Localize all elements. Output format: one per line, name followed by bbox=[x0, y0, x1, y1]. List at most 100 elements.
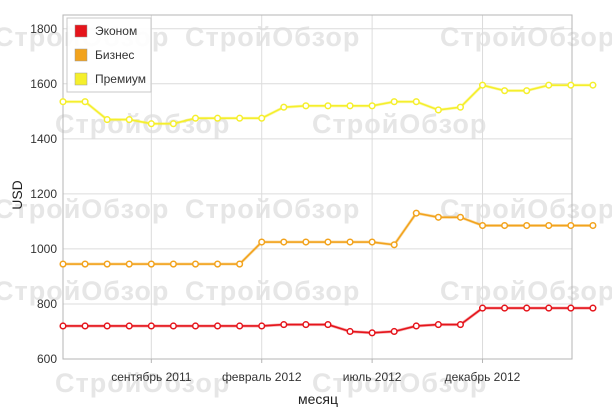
data-point bbox=[103, 322, 111, 330]
y-axis-title: USD bbox=[9, 180, 25, 210]
data-point bbox=[478, 221, 487, 230]
data-point bbox=[324, 102, 332, 110]
data-point bbox=[302, 321, 310, 329]
series-Премиум bbox=[59, 81, 597, 128]
data-point bbox=[478, 81, 487, 89]
data-point bbox=[258, 114, 266, 122]
data-point bbox=[456, 103, 464, 111]
data-point bbox=[103, 260, 111, 268]
y-tick-label: 800 bbox=[37, 297, 57, 311]
data-point bbox=[191, 260, 200, 268]
data-point bbox=[81, 260, 89, 268]
data-point bbox=[147, 120, 155, 128]
data-point bbox=[324, 321, 332, 329]
data-point bbox=[567, 304, 575, 312]
legend: Эконом Бизнес Премиум bbox=[66, 17, 152, 93]
data-point bbox=[412, 209, 420, 217]
series-line-glow bbox=[63, 306, 593, 335]
data-point bbox=[324, 238, 332, 246]
data-point bbox=[258, 238, 266, 246]
watermark-text: СтройОбзор bbox=[440, 276, 612, 306]
data-point bbox=[456, 213, 464, 221]
x-axis-title: месяц bbox=[298, 391, 338, 407]
series-line bbox=[63, 307, 593, 334]
watermark-text: СтройОбзор bbox=[185, 194, 360, 224]
data-point bbox=[236, 322, 244, 330]
data-point bbox=[125, 322, 133, 330]
data-point bbox=[346, 238, 354, 246]
data-point bbox=[169, 120, 177, 128]
data-point bbox=[589, 221, 597, 230]
data-point bbox=[412, 98, 420, 106]
data-point bbox=[523, 87, 531, 95]
data-point bbox=[169, 322, 177, 330]
data-point bbox=[390, 241, 398, 249]
x-axis-ticks: сентябрь 2011 февраль 2012 июль 2012 декабр… bbox=[111, 359, 521, 384]
data-point bbox=[501, 304, 509, 312]
data-point bbox=[236, 114, 244, 122]
data-point bbox=[169, 260, 177, 268]
data-point bbox=[434, 106, 442, 114]
watermark-text: СтройОбзор bbox=[185, 276, 360, 306]
y-tick-label: 1400 bbox=[30, 132, 57, 146]
y-tick-label: 600 bbox=[37, 352, 57, 366]
legend-label: Эконом bbox=[95, 24, 137, 38]
data-point bbox=[280, 103, 288, 111]
legend-swatch bbox=[74, 48, 88, 62]
data-point bbox=[280, 238, 288, 246]
data-point bbox=[236, 260, 244, 268]
data-point bbox=[302, 102, 310, 110]
x-tick-label: декабрь 2012 bbox=[445, 370, 521, 384]
data-point bbox=[59, 322, 67, 330]
watermark-text: СтройОбзор bbox=[440, 22, 612, 52]
watermark-text: СтройОбзор bbox=[440, 194, 612, 224]
series-layer bbox=[59, 81, 597, 337]
watermark-text: СтройОбзор bbox=[312, 109, 487, 139]
watermark-text: СтройОбзор bbox=[0, 194, 169, 224]
data-point bbox=[81, 98, 89, 106]
watermark-text: СтройОбзор bbox=[55, 368, 230, 398]
data-point bbox=[434, 213, 442, 221]
data-point bbox=[346, 102, 354, 110]
data-point bbox=[501, 87, 509, 95]
data-point bbox=[589, 81, 597, 89]
data-point bbox=[456, 321, 464, 329]
data-point bbox=[147, 322, 155, 330]
data-point bbox=[214, 114, 222, 122]
legend-label: Бизнес bbox=[95, 48, 134, 62]
data-point bbox=[589, 304, 597, 312]
data-point bbox=[302, 238, 310, 246]
data-point bbox=[191, 114, 200, 122]
data-point bbox=[147, 260, 155, 268]
data-point bbox=[368, 329, 376, 337]
y-tick-label: 1000 bbox=[30, 242, 57, 256]
data-point bbox=[567, 81, 575, 89]
data-point bbox=[434, 321, 442, 329]
data-point bbox=[125, 260, 133, 268]
plot-area-frame bbox=[62, 14, 573, 360]
data-point bbox=[59, 98, 67, 106]
legend-swatch bbox=[74, 24, 88, 38]
data-point bbox=[59, 260, 67, 268]
data-point bbox=[214, 322, 222, 330]
legend-label: Премиум bbox=[95, 72, 146, 86]
data-point bbox=[501, 221, 509, 230]
data-point bbox=[523, 304, 531, 312]
data-point bbox=[412, 322, 420, 330]
x-tick-label: февраль 2012 bbox=[222, 370, 302, 384]
x-tick-label: сентябрь 2011 bbox=[111, 370, 192, 384]
data-point bbox=[545, 221, 553, 230]
watermark-text: СтройОбзор bbox=[55, 109, 230, 139]
data-point bbox=[545, 304, 553, 312]
data-point bbox=[214, 260, 222, 268]
y-tick-label: 1200 bbox=[30, 187, 57, 201]
data-point bbox=[478, 304, 487, 312]
data-point bbox=[368, 102, 376, 110]
data-point bbox=[125, 116, 133, 124]
data-point bbox=[103, 116, 111, 124]
watermark-text: СтройОбзор bbox=[312, 368, 487, 398]
y-axis-ticks: 600 800 1000 1200 1400 1600 1800 bbox=[30, 22, 57, 366]
data-point bbox=[280, 321, 288, 329]
data-point bbox=[545, 81, 553, 89]
